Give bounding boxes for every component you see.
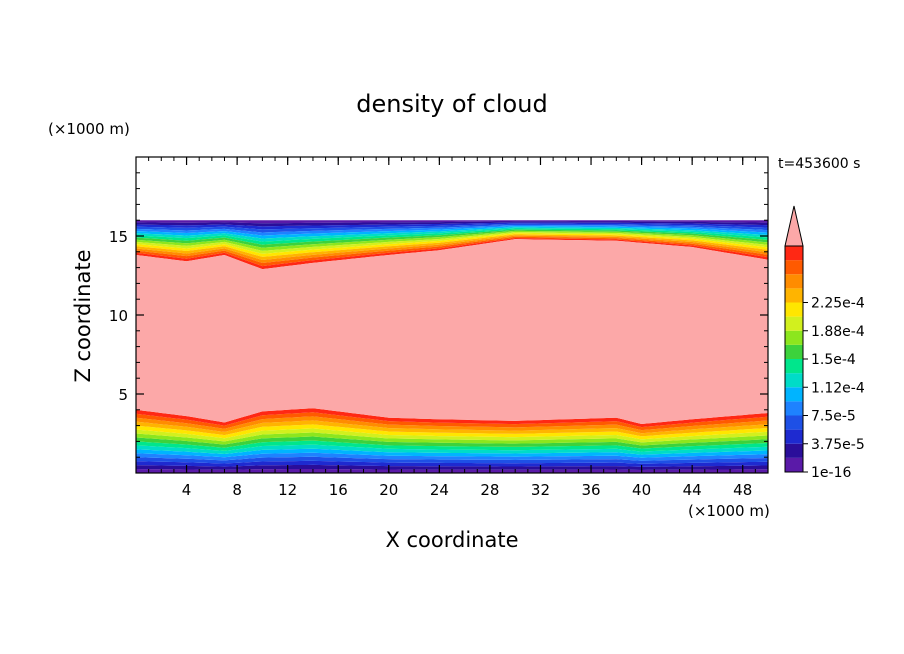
colorbar-label: 1.12e-4 (811, 380, 865, 396)
colorbar-label: 1.5e-4 (811, 352, 856, 368)
colorbar-swatch (785, 359, 803, 374)
x-unit-label: (×1000 m) (688, 502, 770, 520)
contour-band (136, 412, 768, 431)
cloud-core (136, 239, 768, 425)
y-axis-ticks: 5 10 15 (109, 172, 768, 458)
contour-band (136, 221, 768, 227)
x-tick-label: 24 (430, 481, 449, 499)
contour-band (136, 428, 768, 443)
colorbar-swatch (785, 443, 803, 458)
y-tick-label: 10 (109, 307, 128, 325)
colorbar: 1e-16 3.75e-5 7.5e-5 1.12e-4 1.5e-4 1.88e-4 2.… (784, 205, 865, 481)
colorbar-swatch (785, 344, 803, 359)
contour-band (136, 444, 768, 455)
x-tick-label: 32 (531, 481, 550, 499)
colorbar-label: 2.25e-4 (811, 296, 865, 312)
y-axis-title: Z coordinate (71, 249, 95, 382)
contour-band (136, 232, 768, 254)
colorbar-swatch (785, 316, 803, 331)
x-tick-label: 48 (733, 481, 752, 499)
colorbar-swatch (785, 429, 803, 444)
colorbar-label: 3.75e-5 (811, 437, 865, 453)
contour-band (136, 432, 768, 446)
contour-band (136, 226, 768, 239)
contour-band (136, 436, 768, 449)
x-tick-label: 16 (329, 481, 348, 499)
time-label: t=453600 s (778, 156, 860, 172)
y-tick-label: 5 (118, 386, 128, 404)
contour-band (136, 448, 768, 458)
colorbar-swatch (785, 387, 803, 402)
x-axis-title: X coordinate (385, 528, 518, 552)
contour-band (136, 228, 768, 245)
contour-band (136, 424, 768, 440)
contour-band (136, 420, 768, 437)
colorbar-swatch (785, 415, 803, 430)
contour-band (136, 416, 768, 434)
colorbar-swatch (785, 274, 803, 289)
colorbar-swatch (785, 288, 803, 303)
contour-band (136, 227, 768, 242)
colorbar-label: 1.88e-4 (811, 324, 865, 340)
x-tick-label: 20 (379, 481, 398, 499)
contour-band (136, 230, 768, 251)
contour-band (136, 223, 768, 233)
colorbar-over-triangle (784, 205, 804, 247)
x-tick-label: 28 (480, 481, 499, 499)
colorbar-swatch (785, 302, 803, 317)
x-tick-label: 12 (278, 481, 297, 499)
contour-band (136, 440, 768, 452)
contour-band (136, 222, 768, 230)
contour-band (136, 408, 768, 428)
contour-band (136, 464, 768, 470)
colorbar-label: 7.5e-5 (811, 409, 856, 425)
contour-band (136, 460, 768, 467)
contour-band (136, 456, 768, 464)
x-tick-label: 8 (232, 481, 242, 499)
y-tick-label: 15 (109, 228, 128, 246)
colorbar-label: 1e-16 (811, 465, 851, 481)
contour-band (136, 452, 768, 461)
contour-band (136, 220, 768, 224)
chart-title: density of cloud (356, 90, 547, 118)
x-axis-ticks: 4 8 12 16 20 24 28 32 36 40 44 48 (148, 157, 756, 499)
colorbar-swatch (785, 401, 803, 416)
x-tick-label: 44 (683, 481, 702, 499)
colorbar-swatch (785, 246, 803, 261)
x-tick-label: 40 (632, 481, 651, 499)
colorbar-swatch (785, 330, 803, 345)
colorbar-swatch (785, 457, 803, 472)
x-tick-label: 4 (182, 481, 192, 499)
colorbar-swatch (785, 373, 803, 388)
colorbar-swatch (785, 260, 803, 275)
x-tick-label: 36 (581, 481, 600, 499)
y-unit-label: (×1000 m) (48, 120, 130, 138)
contour-band (136, 229, 768, 248)
contour-band (136, 224, 768, 236)
cloud-field (136, 220, 768, 473)
